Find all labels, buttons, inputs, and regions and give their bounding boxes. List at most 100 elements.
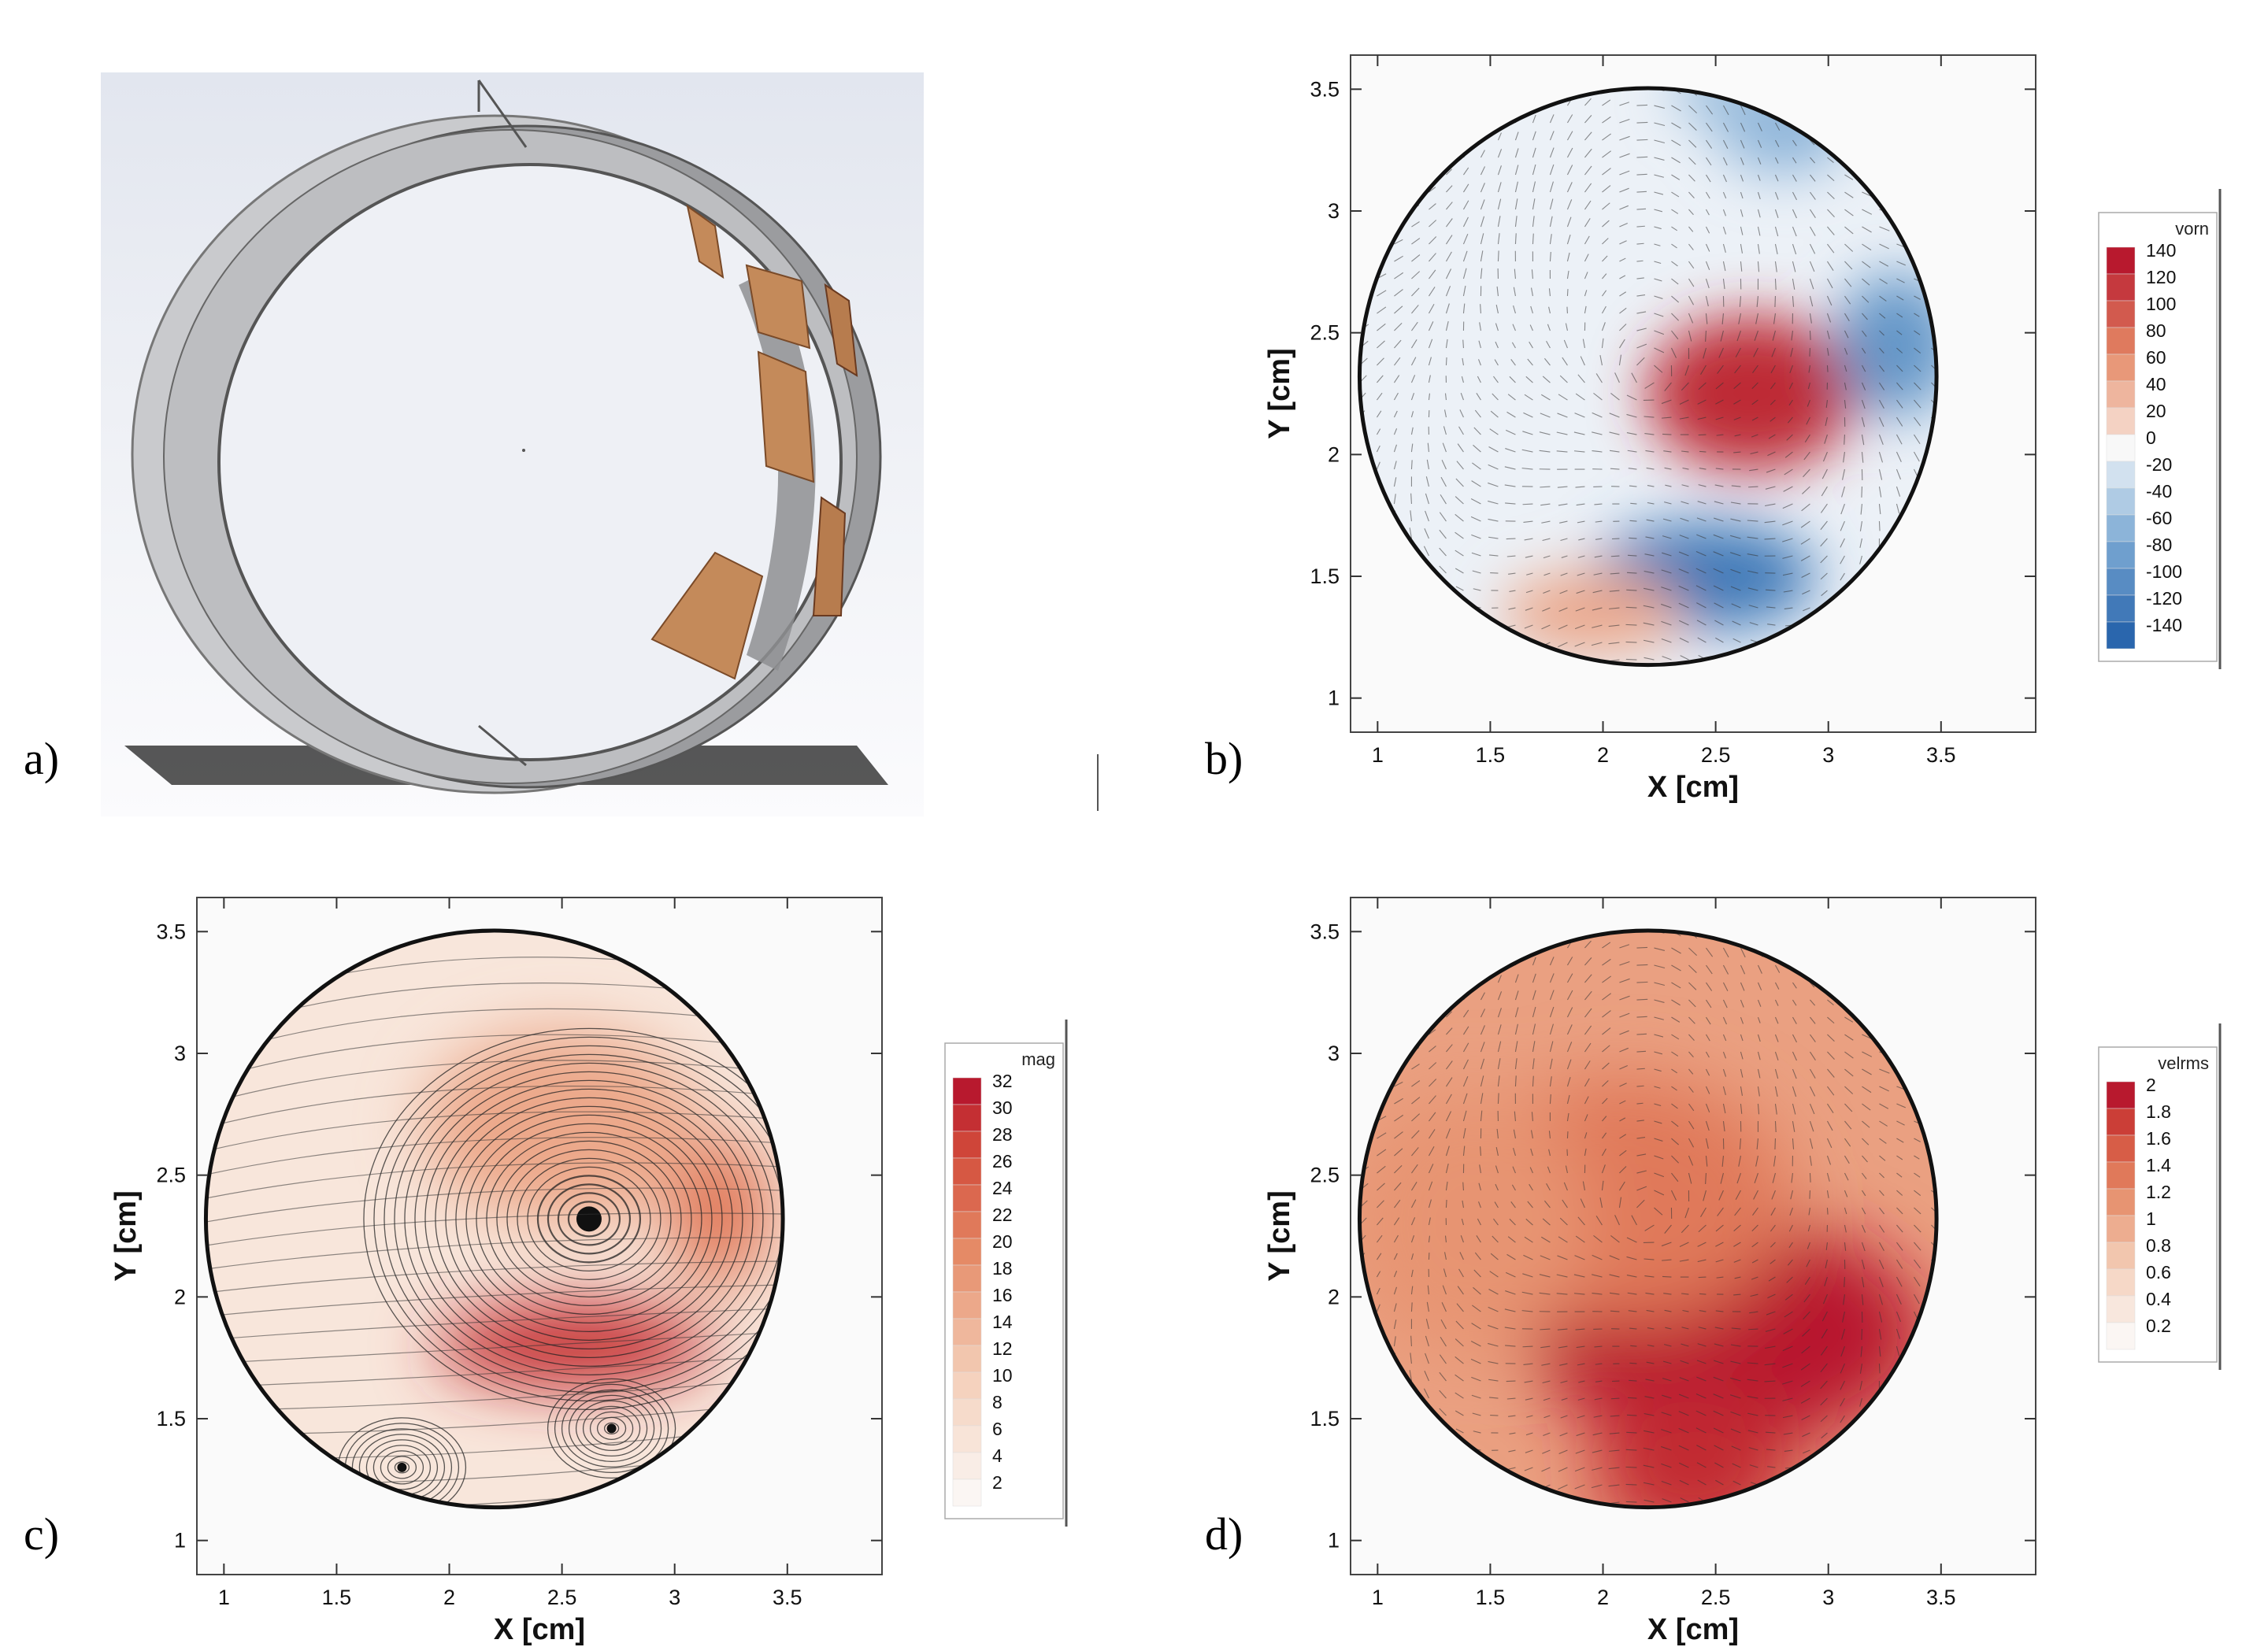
velocity-vector (1584, 290, 1588, 297)
velocity-vector (1610, 393, 1620, 401)
velocity-vector (1688, 330, 1692, 342)
velocity-vector (1428, 1164, 1434, 1174)
velocity-vector (1446, 1027, 1453, 1035)
velocity-vector (1774, 982, 1780, 990)
velocity-vector (1722, 1051, 1727, 1059)
velocity-vector (1879, 365, 1885, 372)
velocity-vector (1527, 358, 1533, 366)
velocity-vector (1532, 198, 1536, 210)
velocity-vector (1740, 157, 1744, 165)
velocity-vector (1679, 399, 1689, 405)
colorbar-level-label: -40 (2146, 481, 2172, 502)
velocity-vector (1654, 1172, 1665, 1178)
velocity-vector (1809, 1086, 1816, 1097)
velocity-vector (1824, 1276, 1828, 1286)
velocity-vector (1705, 278, 1710, 289)
velocity-vector (1566, 147, 1573, 158)
velocity-vector (1733, 399, 1741, 405)
velocity-vector (1774, 226, 1779, 237)
velocity-vector (1628, 1310, 1637, 1312)
velocity-vector (1792, 295, 1795, 307)
velocity-vector (1471, 1376, 1481, 1382)
velocity-vector (1462, 200, 1469, 210)
velocity-vector (1376, 445, 1380, 453)
velocity-vector (1592, 1254, 1603, 1260)
velocity-vector (1609, 1432, 1620, 1434)
velocity-vector (1809, 243, 1816, 254)
velocity-vector (1826, 1172, 1830, 1182)
velocity-vector (1787, 416, 1793, 424)
velocity-vector (1457, 443, 1464, 453)
velocity-vector (1730, 1411, 1741, 1416)
velocity-vector (1636, 998, 1648, 1001)
velocity-vector (1827, 191, 1835, 200)
velocity-vector (1678, 1427, 1689, 1434)
velocity-vector (1879, 278, 1888, 284)
velocity-vector (1747, 1396, 1758, 1399)
velocity-vector (1445, 339, 1448, 349)
velocity-vector (1757, 157, 1762, 165)
velocity-vector (1619, 102, 1630, 106)
velocity-vector (1841, 486, 1845, 498)
velocity-vector (1878, 416, 1884, 427)
velocity-vector (1425, 493, 1429, 505)
velocity-vector (1474, 409, 1481, 418)
velocity-vector (1654, 295, 1663, 299)
velocity-vector (1636, 139, 1648, 141)
velocity-vector (1591, 642, 1603, 646)
velocity-vector (1492, 1235, 1499, 1243)
velocity-vector (1682, 1309, 1689, 1312)
velocity-vector (1715, 1310, 1724, 1312)
velocity-vector (1458, 1268, 1464, 1278)
velocity-vector (1896, 434, 1903, 445)
streamline-ring (476, 1123, 702, 1315)
velocity-vector (1718, 347, 1724, 358)
velocity-vector (1549, 990, 1555, 1001)
velocity-vector (1722, 1016, 1727, 1025)
velocity-vector (1542, 1449, 1551, 1454)
velocity-vector (1896, 1172, 1903, 1178)
velocity-vector (1643, 1464, 1655, 1468)
velocity-vector (1730, 1428, 1741, 1434)
velocity-vector (1681, 1224, 1689, 1234)
velocity-vector (1544, 1415, 1551, 1419)
colorbar-level-label: 80 (2146, 320, 2166, 341)
velocity-vector (1584, 1025, 1592, 1035)
velocity-vector (1626, 1275, 1637, 1278)
velocity-vector (1896, 261, 1907, 266)
velocity-vector (1715, 637, 1724, 643)
colorbar-swatch (952, 1291, 982, 1319)
velocity-vector (1574, 413, 1585, 418)
velocity-vector (1714, 602, 1724, 609)
streamline-ring (536, 1175, 642, 1264)
velocity-vector (1625, 1449, 1637, 1451)
velocity-vector (1462, 285, 1466, 297)
velocity-vector (1751, 416, 1758, 421)
velocity-vector (1609, 1255, 1620, 1260)
velocity-vector (1740, 174, 1744, 182)
velocity-vector (1809, 226, 1816, 236)
velocity-vector (1788, 399, 1793, 406)
velocity-vector (1460, 1234, 1464, 1243)
velocity-vector (1424, 528, 1429, 539)
velocity-vector (1429, 1095, 1436, 1105)
velocity-vector (1861, 347, 1866, 354)
velocity-vector (1705, 174, 1711, 183)
velocity-vector (1747, 520, 1758, 522)
velocity-vector (1788, 1242, 1793, 1249)
velocity-vector (1730, 568, 1741, 574)
velocity-vector (1647, 1344, 1655, 1347)
velocity-vector (1471, 1323, 1481, 1330)
streamline (206, 1308, 784, 1341)
velocity-vector (1821, 486, 1828, 497)
colorbar-swatch (2106, 1108, 2136, 1136)
velocity-vector (1576, 1345, 1585, 1349)
velocity-vector (1705, 295, 1709, 307)
colorbar-level-label: 10 (992, 1365, 1013, 1386)
colorbar-swatch (952, 1104, 982, 1132)
velocity-vector (1462, 1009, 1469, 1018)
velocity-vector (1713, 1410, 1724, 1416)
velocity-vector (1732, 1480, 1741, 1486)
velocity-vector (1524, 394, 1533, 401)
velocity-vector (1563, 339, 1568, 349)
